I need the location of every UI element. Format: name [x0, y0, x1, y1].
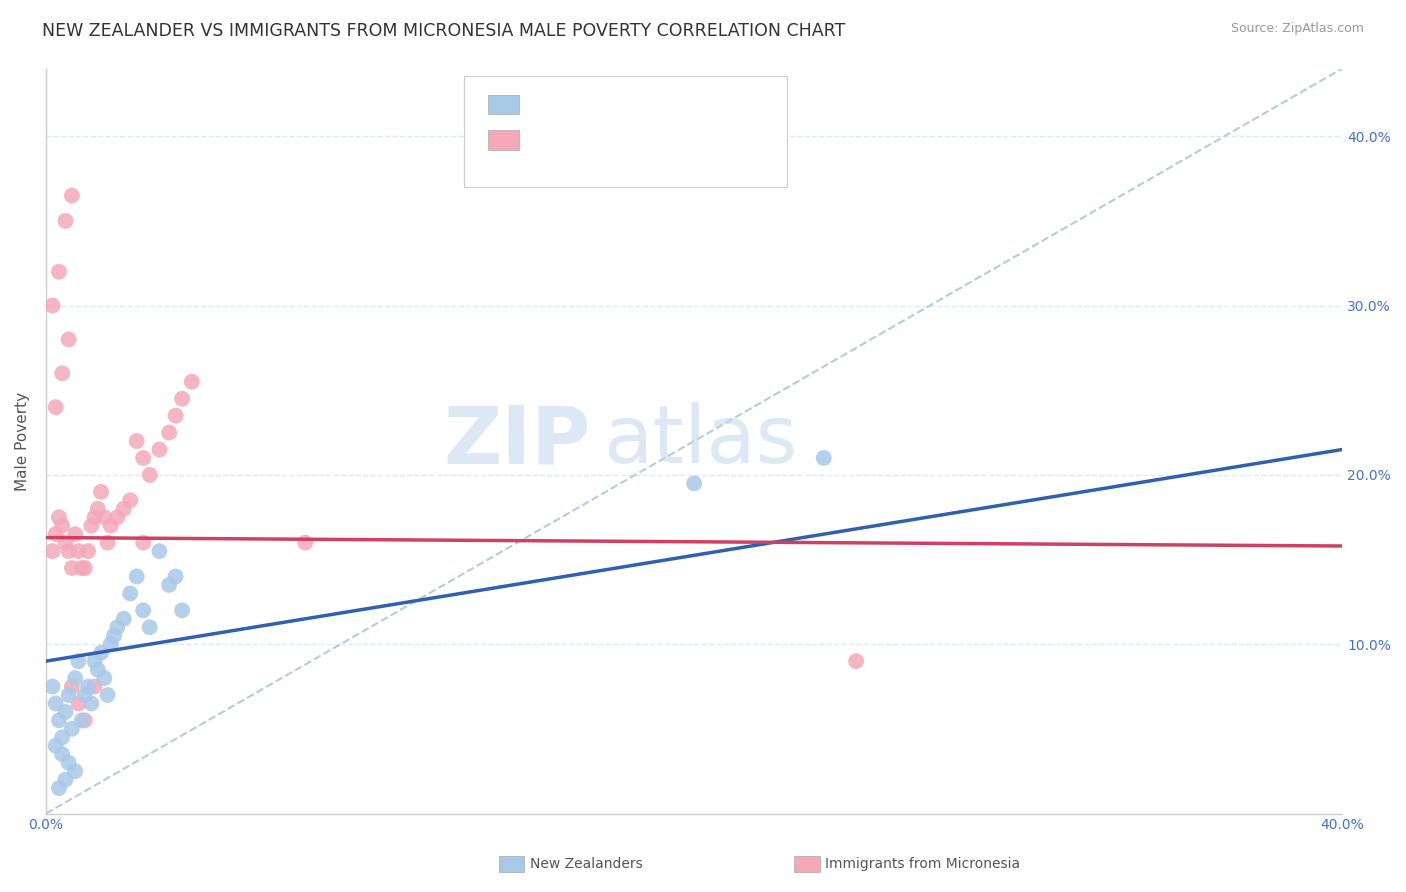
Point — [132, 535, 155, 549]
Point — [63, 527, 86, 541]
Point — [120, 493, 142, 508]
Point — [45, 739, 67, 753]
Point — [172, 603, 194, 617]
Point — [105, 620, 128, 634]
Point — [60, 188, 83, 202]
Text: ZIP: ZIP — [443, 402, 591, 480]
Point — [93, 671, 115, 685]
Text: 44: 44 — [685, 133, 704, 147]
Point — [180, 375, 202, 389]
Point — [138, 620, 160, 634]
Point — [157, 578, 180, 592]
Point — [83, 510, 105, 524]
Point — [112, 501, 135, 516]
Point — [63, 671, 86, 685]
Point — [60, 722, 83, 736]
Text: Immigrants from Micronesia: Immigrants from Micronesia — [825, 857, 1021, 871]
Point — [683, 476, 706, 491]
Point — [51, 747, 73, 762]
Y-axis label: Male Poverty: Male Poverty — [15, 392, 30, 491]
Point — [45, 400, 67, 414]
Point — [58, 756, 80, 770]
Point — [55, 535, 77, 549]
Text: 38: 38 — [685, 97, 704, 112]
Text: Source: ZipAtlas.com: Source: ZipAtlas.com — [1230, 22, 1364, 36]
Point — [73, 561, 96, 575]
Point — [125, 434, 148, 448]
Point — [100, 637, 122, 651]
Point — [45, 697, 67, 711]
Point — [132, 450, 155, 465]
Point — [96, 688, 118, 702]
Point — [80, 518, 103, 533]
Point — [67, 697, 90, 711]
Point — [148, 544, 170, 558]
Point — [70, 561, 93, 575]
Point — [67, 544, 90, 558]
Point — [120, 586, 142, 600]
Point — [58, 333, 80, 347]
Text: N =: N = — [638, 97, 682, 112]
Point — [165, 569, 187, 583]
Point — [80, 697, 103, 711]
Point — [87, 663, 110, 677]
Point — [55, 705, 77, 719]
Point — [41, 299, 63, 313]
Point — [63, 764, 86, 779]
Point — [51, 518, 73, 533]
Text: R =: R = — [533, 97, 567, 112]
Point — [294, 535, 316, 549]
Text: New Zealanders: New Zealanders — [530, 857, 643, 871]
Point — [165, 409, 187, 423]
Point — [41, 680, 63, 694]
Point — [73, 688, 96, 702]
Point — [83, 654, 105, 668]
Text: 0.326: 0.326 — [575, 97, 623, 112]
Point — [845, 654, 868, 668]
Point — [48, 781, 70, 796]
Point — [55, 772, 77, 787]
Point — [58, 688, 80, 702]
Point — [58, 544, 80, 558]
Point — [90, 646, 112, 660]
Point — [77, 544, 100, 558]
Point — [148, 442, 170, 457]
Point — [51, 366, 73, 380]
Point — [55, 214, 77, 228]
Point — [172, 392, 194, 406]
Point — [73, 714, 96, 728]
Point — [813, 450, 835, 465]
Text: N =: N = — [638, 133, 682, 147]
Point — [67, 654, 90, 668]
Text: atlas: atlas — [603, 402, 797, 480]
Point — [157, 425, 180, 440]
Point — [105, 510, 128, 524]
Point — [51, 731, 73, 745]
Point — [125, 569, 148, 583]
Text: NEW ZEALANDER VS IMMIGRANTS FROM MICRONESIA MALE POVERTY CORRELATION CHART: NEW ZEALANDER VS IMMIGRANTS FROM MICRONE… — [42, 22, 845, 40]
Point — [48, 265, 70, 279]
Point — [48, 510, 70, 524]
Point — [96, 535, 118, 549]
Point — [60, 561, 83, 575]
Text: -0.016: -0.016 — [575, 133, 624, 147]
Point — [87, 501, 110, 516]
Point — [70, 714, 93, 728]
Point — [48, 714, 70, 728]
Point — [83, 680, 105, 694]
Point — [90, 484, 112, 499]
Point — [112, 612, 135, 626]
Point — [138, 467, 160, 482]
Point — [132, 603, 155, 617]
Point — [41, 544, 63, 558]
Point — [103, 629, 125, 643]
Point — [77, 680, 100, 694]
Point — [93, 510, 115, 524]
Point — [45, 527, 67, 541]
Point — [60, 680, 83, 694]
Text: R =: R = — [533, 133, 567, 147]
Point — [100, 518, 122, 533]
